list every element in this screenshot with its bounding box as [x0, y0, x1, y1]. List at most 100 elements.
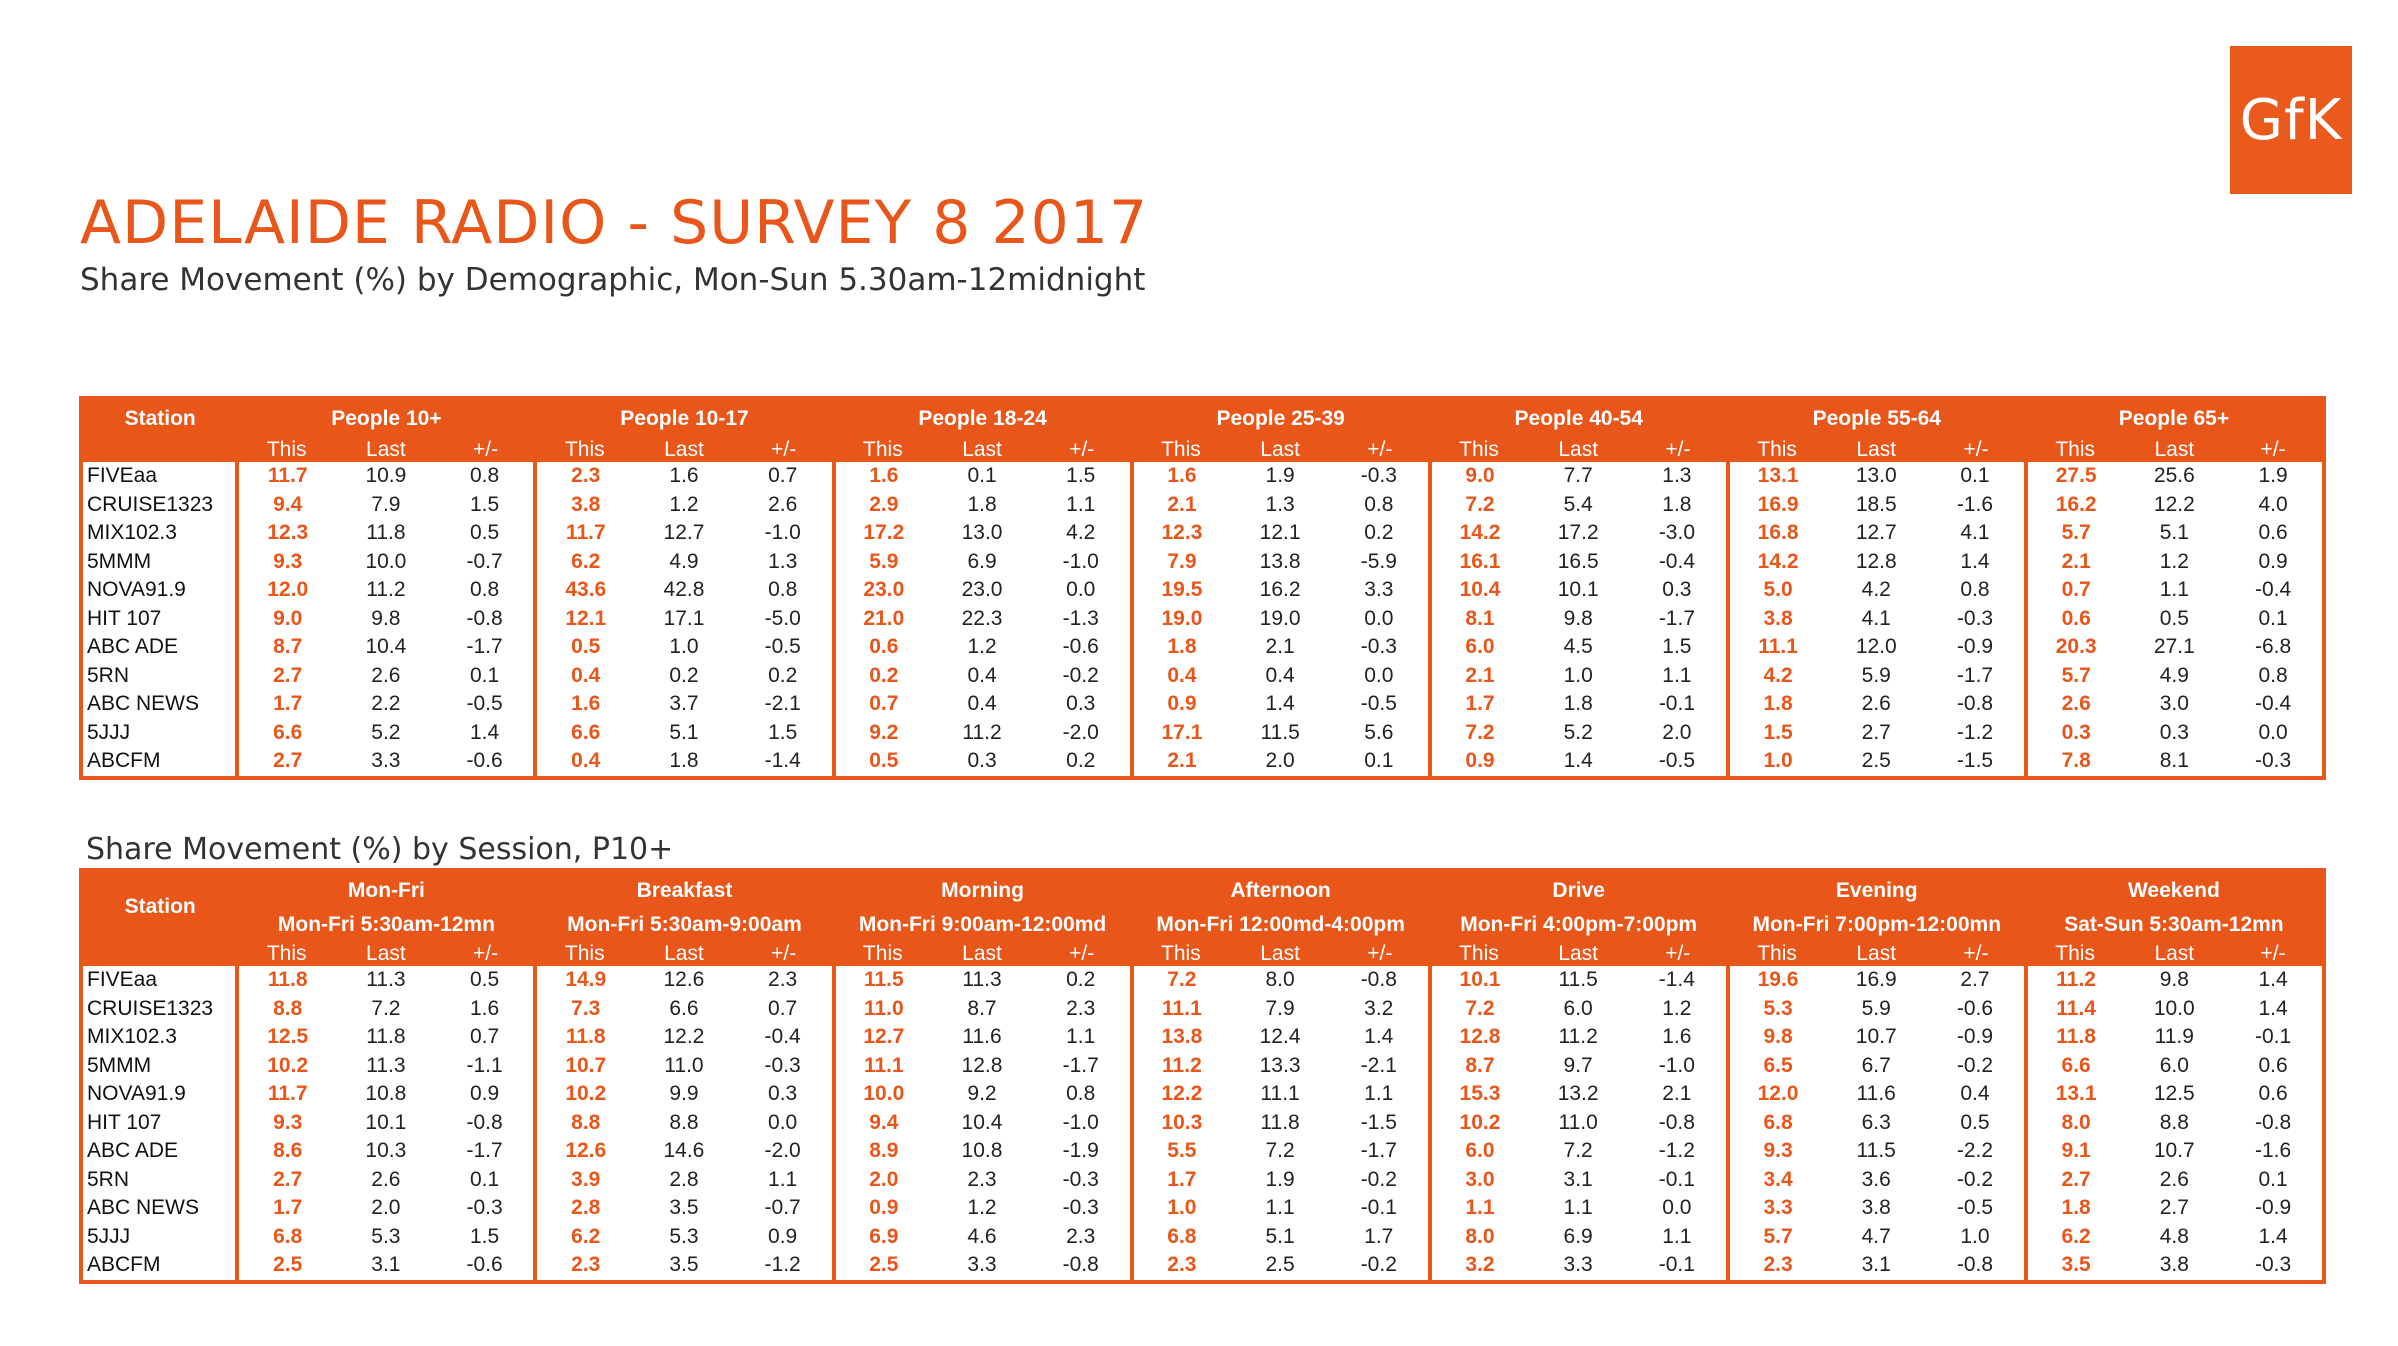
this-value: 6.5 [1725, 1051, 1827, 1080]
table-row: MIX102.3 12.5 11.8 0.7 11.8 12.2 -0.4 12.7 11.6 1… [81, 1023, 2324, 1052]
last-value: 14.6 [634, 1137, 734, 1166]
last-value: 5.4 [1528, 490, 1629, 519]
change-value: 1.5 [435, 490, 536, 519]
this-value: 6.9 [831, 1222, 933, 1251]
station-name: FIVEaa [81, 966, 238, 995]
session-time-header: Mon-Fri 5:30am-12mn [237, 909, 536, 941]
change-value: -1.0 [1031, 1108, 1132, 1137]
change-value: 0.2 [1329, 519, 1430, 548]
table-row: ABC NEWS 1.7 2.0 -0.3 2.8 3.5 -0.7 0.9 1.2 -0.3 1.… [81, 1194, 2324, 1223]
this-value: 1.7 [235, 1194, 337, 1223]
this-value: 12.3 [1129, 519, 1231, 548]
group-header: People 65+ [2025, 398, 2324, 437]
this-value: 2.7 [235, 747, 337, 778]
last-value: 6.0 [1528, 994, 1628, 1023]
subcolumn-header: Last [1826, 437, 1927, 462]
station-name: ABC ADE [81, 633, 238, 662]
this-value: 12.3 [235, 519, 337, 548]
last-value: 12.5 [2124, 1080, 2225, 1109]
station-name: ABCFM [81, 1251, 238, 1282]
last-value: 25.6 [2124, 462, 2225, 491]
last-value: 2.5 [1826, 747, 1927, 778]
this-value: 3.0 [1427, 1165, 1529, 1194]
last-value: 19.0 [1230, 604, 1330, 633]
last-value: 3.5 [634, 1194, 734, 1223]
change-value: -0.8 [1329, 966, 1430, 995]
subcolumn-header: Last [1230, 437, 1330, 462]
subcolumn-header: Last [1826, 941, 1927, 966]
last-value: 1.6 [634, 462, 734, 491]
last-value: 11.6 [932, 1023, 1032, 1052]
last-value: 2.6 [2124, 1165, 2225, 1194]
change-value: -1.4 [1627, 966, 1728, 995]
last-value: 6.3 [1826, 1108, 1927, 1137]
change-value: -0.3 [435, 1194, 536, 1223]
last-value: 18.5 [1826, 490, 1927, 519]
this-value: 1.7 [1427, 690, 1529, 719]
last-value: 11.5 [1826, 1137, 1927, 1166]
change-value: 1.0 [1926, 1222, 2026, 1251]
last-value: 7.2 [1528, 1137, 1628, 1166]
this-value: 5.7 [2023, 661, 2125, 690]
change-value: -2.0 [1031, 718, 1132, 747]
this-value: 13.1 [1725, 462, 1827, 491]
last-value: 1.3 [1230, 490, 1330, 519]
change-value: 1.4 [2224, 1222, 2324, 1251]
change-value: 0.6 [2224, 519, 2324, 548]
group-header: People 10-17 [535, 398, 834, 437]
change-value: 0.5 [1926, 1108, 2026, 1137]
last-value: 11.0 [1528, 1108, 1628, 1137]
change-value: -0.9 [1926, 1023, 2026, 1052]
this-value: 10.3 [1129, 1108, 1231, 1137]
this-value: 3.3 [1725, 1194, 1827, 1223]
this-value: 19.6 [1725, 966, 1827, 995]
this-value: 1.6 [1129, 462, 1231, 491]
this-value: 5.7 [2023, 519, 2125, 548]
this-value: 1.8 [2023, 1194, 2125, 1223]
change-value: -0.8 [1031, 1251, 1132, 1282]
last-value: 1.2 [634, 490, 734, 519]
this-value: 0.9 [1427, 747, 1529, 778]
last-value: 8.8 [2124, 1108, 2225, 1137]
session-time-header: Mon-Fri 5:30am-9:00am [535, 909, 834, 941]
subcolumn-header: This [2025, 941, 2125, 966]
this-value: 2.7 [235, 661, 337, 690]
change-value: -0.3 [733, 1051, 834, 1080]
change-value: -1.7 [1628, 604, 1728, 633]
this-value: 3.2 [1427, 1251, 1529, 1282]
change-value: -1.0 [1031, 547, 1132, 576]
this-value: 2.1 [2023, 547, 2125, 576]
station-name: HIT 107 [81, 1108, 238, 1137]
change-value: 0.8 [733, 576, 834, 605]
this-value: 3.4 [1725, 1165, 1827, 1194]
last-value: 27.1 [2124, 633, 2225, 662]
this-value: 16.1 [1427, 547, 1529, 576]
last-value: 0.4 [1230, 661, 1330, 690]
this-value: 2.1 [1129, 490, 1231, 519]
this-value: 5.7 [1725, 1222, 1827, 1251]
table-row: ABC ADE 8.7 10.4 -1.7 0.5 1.0 -0.5 0.6 1.2 -0.6 1.… [81, 633, 2324, 662]
subcolumn-header: This [1727, 437, 1827, 462]
last-value: 17.2 [1528, 519, 1629, 548]
change-value: -0.9 [1926, 633, 2026, 662]
change-value: 0.0 [2224, 718, 2324, 747]
subcolumn-header: This [535, 437, 635, 462]
change-value: 0.8 [2224, 661, 2324, 690]
this-value: 5.5 [1129, 1137, 1231, 1166]
group-header: Drive [1429, 870, 1728, 909]
table-row: ABCFM 2.5 3.1 -0.6 2.3 3.5 -1.2 2.5 3.3 -0.8 2.3 2.… [81, 1251, 2324, 1282]
table-row: HIT 107 9.0 9.8 -0.8 12.1 17.1 -5.0 21.0 22.3 -1.… [81, 604, 2324, 633]
this-value: 12.0 [1725, 1080, 1827, 1109]
last-value: 6.0 [2124, 1051, 2225, 1080]
last-value: 1.0 [634, 633, 734, 662]
this-value: 2.8 [533, 1194, 635, 1223]
change-value: 1.1 [1627, 1222, 1728, 1251]
change-value: 1.8 [1628, 490, 1728, 519]
station-name: 5JJJ [81, 1222, 238, 1251]
last-value: 2.0 [336, 1194, 436, 1223]
change-value: 0.2 [733, 661, 834, 690]
change-value: 0.0 [1329, 604, 1430, 633]
last-value: 2.7 [1826, 718, 1927, 747]
this-value: 6.8 [1129, 1222, 1231, 1251]
last-value: 2.2 [336, 690, 436, 719]
